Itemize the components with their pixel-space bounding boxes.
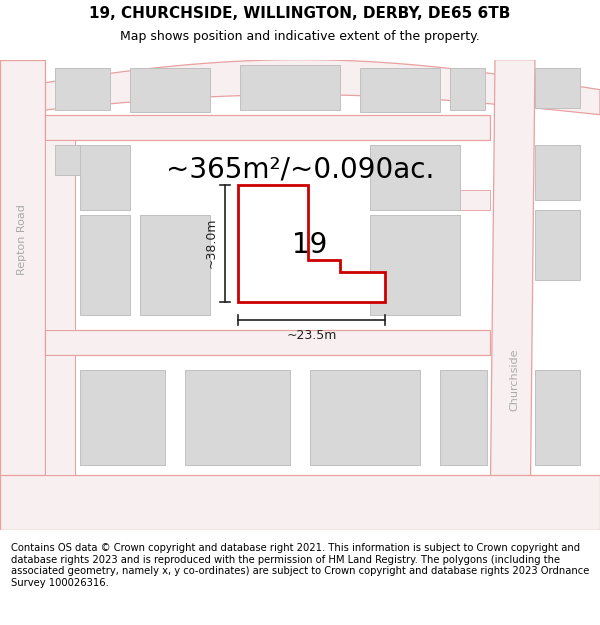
Polygon shape bbox=[185, 369, 290, 464]
Polygon shape bbox=[535, 68, 580, 108]
Polygon shape bbox=[45, 139, 75, 330]
Polygon shape bbox=[380, 190, 490, 210]
Text: Contains OS data © Crown copyright and database right 2021. This information is : Contains OS data © Crown copyright and d… bbox=[11, 543, 589, 588]
Polygon shape bbox=[440, 369, 487, 464]
Polygon shape bbox=[370, 214, 460, 315]
Polygon shape bbox=[535, 369, 580, 464]
Polygon shape bbox=[45, 330, 490, 355]
Polygon shape bbox=[80, 144, 130, 210]
Polygon shape bbox=[450, 68, 485, 110]
Polygon shape bbox=[80, 214, 130, 315]
Text: ~23.5m: ~23.5m bbox=[286, 329, 337, 342]
Polygon shape bbox=[240, 64, 340, 110]
Polygon shape bbox=[490, 59, 535, 529]
Text: ~38.0m: ~38.0m bbox=[205, 218, 218, 269]
Polygon shape bbox=[55, 68, 110, 110]
Text: 19, CHURCHSIDE, WILLINGTON, DERBY, DE65 6TB: 19, CHURCHSIDE, WILLINGTON, DERBY, DE65 … bbox=[89, 6, 511, 21]
Polygon shape bbox=[535, 210, 580, 280]
Polygon shape bbox=[45, 355, 75, 474]
Polygon shape bbox=[0, 59, 45, 529]
Polygon shape bbox=[370, 144, 460, 210]
Polygon shape bbox=[238, 185, 385, 302]
Text: ~365m²/~0.090ac.: ~365m²/~0.090ac. bbox=[166, 156, 434, 184]
Polygon shape bbox=[130, 68, 210, 112]
Text: Repton Road: Repton Road bbox=[17, 204, 27, 275]
Text: 19: 19 bbox=[292, 231, 328, 259]
Polygon shape bbox=[80, 369, 165, 464]
Polygon shape bbox=[0, 474, 600, 529]
Polygon shape bbox=[310, 369, 420, 464]
Polygon shape bbox=[55, 144, 80, 174]
Polygon shape bbox=[360, 68, 440, 112]
Polygon shape bbox=[0, 60, 600, 115]
Polygon shape bbox=[45, 115, 490, 139]
Polygon shape bbox=[140, 214, 210, 315]
Text: Map shows position and indicative extent of the property.: Map shows position and indicative extent… bbox=[120, 30, 480, 43]
Polygon shape bbox=[535, 144, 580, 200]
Text: Churchside: Churchside bbox=[509, 349, 519, 411]
